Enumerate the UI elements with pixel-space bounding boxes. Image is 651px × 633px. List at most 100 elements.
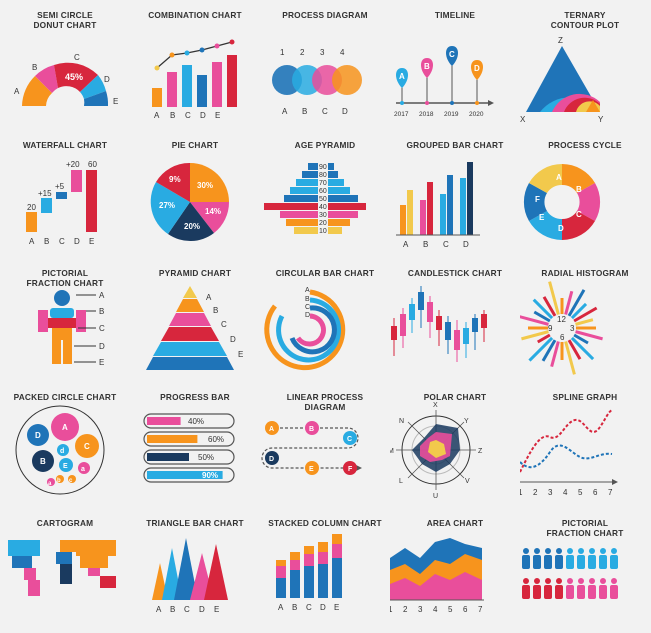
map-pixel bbox=[68, 564, 72, 568]
map-pixel bbox=[24, 568, 28, 572]
map-pixel bbox=[104, 540, 108, 544]
svg-text:90%: 90% bbox=[202, 471, 218, 480]
svg-text:2018: 2018 bbox=[419, 111, 434, 118]
ternary-title: TERNARY CONTOUR PLOT bbox=[550, 10, 620, 30]
map-pixel bbox=[96, 556, 100, 560]
semi-circle-donut-chart: A B C D E 45% bbox=[14, 53, 118, 106]
map-pixel bbox=[32, 548, 36, 552]
map-pixel bbox=[28, 540, 32, 544]
svg-text:B: B bbox=[170, 111, 175, 120]
person-icon bbox=[610, 578, 618, 599]
map-pixel bbox=[60, 548, 64, 552]
grouped-bar-cell: GROUPED BAR CHART A B C D bbox=[390, 130, 520, 255]
map-pixel bbox=[64, 572, 68, 576]
linear-process-title: LINEAR PROCESS DIAGRAM bbox=[286, 392, 364, 412]
map-pixel bbox=[112, 540, 116, 544]
svg-text:Z: Z bbox=[558, 36, 563, 45]
svg-text:E: E bbox=[238, 350, 243, 359]
map-pixel bbox=[12, 552, 16, 556]
map-pixel bbox=[96, 560, 100, 564]
map-pixel bbox=[60, 564, 64, 568]
map-pixel bbox=[96, 564, 100, 568]
svg-text:3: 3 bbox=[320, 48, 325, 57]
person-icon bbox=[533, 578, 541, 599]
map-pixel bbox=[32, 592, 36, 596]
svg-text:1: 1 bbox=[280, 48, 285, 57]
map-pixel bbox=[88, 556, 92, 560]
svg-text:D: D bbox=[200, 111, 206, 120]
map-pixel bbox=[24, 576, 28, 580]
spline-graph-cell: SPLINE GRAPH 1 2 3 4 5 6 7 bbox=[520, 382, 650, 507]
map-pixel bbox=[88, 540, 92, 544]
process-cycle-cell: PROCESS CYCLE A B C D E F bbox=[520, 130, 650, 255]
svg-text:A: A bbox=[62, 423, 68, 432]
svg-text:C: C bbox=[347, 436, 352, 443]
svg-text:D: D bbox=[342, 107, 348, 116]
radial-histogram-cell: RADIAL HISTOGRAM 12 3 6 9 bbox=[520, 258, 650, 383]
map-pixel bbox=[112, 552, 116, 556]
map-pixel bbox=[20, 540, 24, 544]
map-pixel bbox=[84, 564, 88, 568]
svg-text:b: b bbox=[57, 478, 61, 484]
svg-text:C: C bbox=[449, 50, 455, 59]
radial-spoke bbox=[567, 289, 586, 317]
map-pixel bbox=[24, 556, 28, 560]
svg-text:D: D bbox=[320, 603, 326, 612]
radial-spoke bbox=[541, 339, 557, 362]
map-pixel bbox=[108, 580, 112, 584]
donut-label-b: B bbox=[32, 63, 37, 72]
map-pixel bbox=[28, 560, 32, 564]
map-pixel bbox=[20, 556, 24, 560]
map-pixel bbox=[100, 540, 104, 544]
donut-seg-b bbox=[35, 65, 58, 93]
svg-text:B: B bbox=[213, 306, 218, 315]
svg-text:C: C bbox=[576, 210, 582, 219]
svg-text:20%: 20% bbox=[184, 222, 200, 231]
radial-spoke bbox=[537, 333, 551, 344]
candlestick-cell: CANDLESTICK CHART bbox=[390, 258, 520, 383]
svg-text:D: D bbox=[305, 312, 310, 319]
process-cycle-chart: A B C D E F bbox=[523, 163, 601, 241]
map-pixel bbox=[64, 548, 68, 552]
svg-text:A: A bbox=[403, 240, 409, 249]
timeline-title: TIMELINE bbox=[434, 10, 476, 20]
map-pixel bbox=[60, 576, 64, 580]
svg-text:E: E bbox=[309, 466, 314, 473]
combination-chart-cell: COMBINATION CHART A B C D E bbox=[130, 0, 260, 125]
svg-text:3: 3 bbox=[418, 605, 423, 614]
radial-spoke bbox=[548, 281, 560, 315]
combination-chart-title: COMBINATION CHART bbox=[148, 10, 242, 20]
donut-seg-c bbox=[54, 62, 98, 92]
radial-spoke bbox=[575, 330, 603, 341]
waterfall-title: WATERFALL CHART bbox=[22, 140, 108, 150]
pictorial-fraction2-chart bbox=[522, 548, 618, 599]
map-pixel bbox=[68, 572, 72, 576]
map-pixel bbox=[100, 564, 104, 568]
svg-text:A: A bbox=[278, 603, 284, 612]
svg-text:60: 60 bbox=[88, 160, 97, 169]
stacked-column-cell: STACKED COLUMN CHART A B C D E bbox=[260, 508, 390, 633]
map-pixel bbox=[92, 556, 96, 560]
map-pixel bbox=[68, 580, 72, 584]
pie-chart: 9% 30% 14% 20% 27% bbox=[150, 162, 230, 242]
svg-text:C: C bbox=[59, 237, 65, 246]
progress-fill bbox=[147, 417, 181, 425]
person-icon bbox=[599, 548, 607, 569]
map-pixel bbox=[100, 556, 104, 560]
pyramid-chart-cell: PYRAMID CHART A B C D E bbox=[130, 258, 260, 383]
radial-spoke bbox=[533, 310, 551, 323]
svg-text:E: E bbox=[99, 358, 104, 367]
svg-text:5: 5 bbox=[448, 605, 453, 614]
progress-bar-cell: PROGRESS BAR 40% 60% 50% 90% bbox=[130, 382, 260, 507]
person-icon bbox=[566, 578, 574, 599]
progress-fill bbox=[147, 435, 198, 443]
map-pixel bbox=[24, 564, 28, 568]
area-chart-cell: AREA CHART 1 2 3 4 5 6 7 bbox=[390, 508, 520, 633]
map-pixel bbox=[72, 544, 76, 548]
map-pixel bbox=[100, 548, 104, 552]
radial-spoke bbox=[575, 318, 594, 326]
radial-spoke bbox=[567, 339, 582, 360]
svg-text:6: 6 bbox=[593, 488, 598, 497]
age-pyramid-title: AGE PYRAMID bbox=[294, 140, 356, 150]
process-diagram: 1 2 3 4 A B C D bbox=[272, 48, 362, 116]
